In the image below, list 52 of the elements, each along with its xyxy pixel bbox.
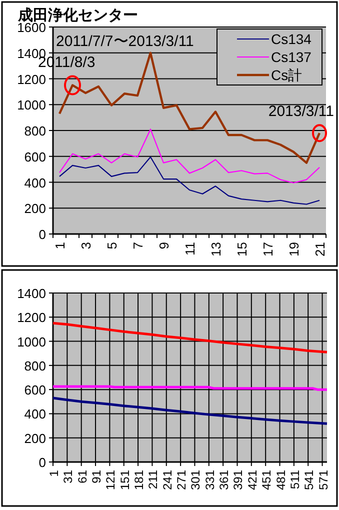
x-tick-label: 541 xyxy=(302,470,316,490)
x-tick-label: 451 xyxy=(260,470,274,490)
y-tick-label: 800 xyxy=(24,358,46,374)
x-tick-label: 481 xyxy=(274,470,288,490)
y-tick-label: 1400 xyxy=(17,286,46,301)
y-tick-label: 200 xyxy=(24,201,46,216)
y-tick-label: 1000 xyxy=(17,98,46,113)
x-tick-label: 1 xyxy=(47,470,61,477)
x-tick-label: 241 xyxy=(160,470,174,490)
y-tick-label: 0 xyxy=(38,227,46,242)
x-tick-label: 7 xyxy=(130,242,146,250)
x-tick-label: 151 xyxy=(118,470,132,490)
x-tick-label: 15 xyxy=(234,242,250,256)
legend-label: Cs134 xyxy=(271,31,312,47)
x-tick-label: 91 xyxy=(90,470,104,484)
annotation: 2011/7/7〜2013/3/11 xyxy=(56,33,194,50)
x-tick-label: 19 xyxy=(286,242,302,256)
x-tick-label: 211 xyxy=(146,470,160,490)
legend-label: Cs137 xyxy=(271,49,312,65)
x-tick-label: 1 xyxy=(52,242,68,250)
x-tick-label: 13 xyxy=(208,242,224,256)
x-tick-label: 61 xyxy=(75,470,90,484)
y-tick-label: 200 xyxy=(24,430,46,446)
y-tick-label: 0 xyxy=(38,455,46,470)
y-tick-label: 1200 xyxy=(17,310,46,326)
x-tick-label: 361 xyxy=(217,470,232,490)
x-tick-label: 511 xyxy=(288,470,302,490)
x-tick-label: 301 xyxy=(188,470,203,490)
x-tick-label: 331 xyxy=(202,470,217,490)
y-tick-label: 600 xyxy=(24,382,46,398)
x-tick-label: 571 xyxy=(316,470,330,490)
x-tick-label: 31 xyxy=(61,470,76,484)
x-tick-label: 391 xyxy=(231,470,246,490)
chart-title: 成田浄化センター xyxy=(17,7,138,24)
x-tick-label: 17 xyxy=(260,242,276,256)
x-tick-label: 121 xyxy=(104,470,118,490)
x-tick-label: 5 xyxy=(104,242,120,250)
y-tick-label: 400 xyxy=(24,406,46,422)
y-tick-label: 400 xyxy=(24,175,46,190)
x-tick-label: 11 xyxy=(182,242,198,256)
y-tick-label: 1200 xyxy=(17,72,46,87)
legend-label: Cs計 xyxy=(271,67,302,83)
annotation: 2013/3/11 xyxy=(268,103,334,120)
x-tick-label: 271 xyxy=(174,470,189,490)
y-tick-label: 800 xyxy=(24,124,46,138)
x-tick-label: 9 xyxy=(156,242,172,250)
y-tick-label: 600 xyxy=(24,149,46,164)
x-tick-label: 3 xyxy=(78,242,94,250)
x-tick-label: 181 xyxy=(132,470,146,490)
x-tick-label: 21 xyxy=(312,242,328,256)
y-tick-label: 1000 xyxy=(17,334,46,350)
x-tick-label: 421 xyxy=(245,470,260,490)
